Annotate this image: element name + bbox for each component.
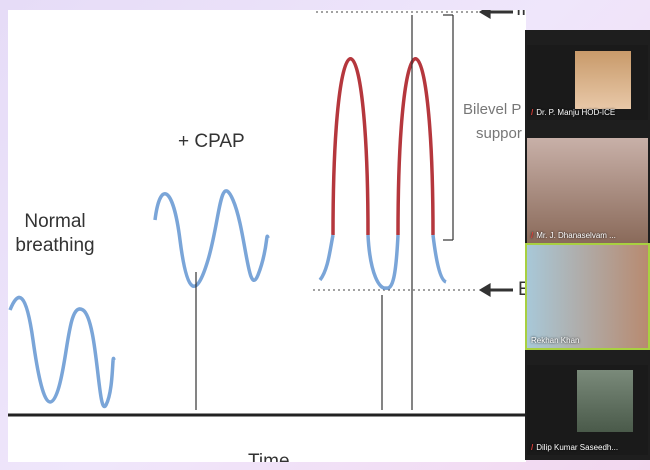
label: + CPAP [178,130,245,154]
participant-tile[interactable]: Rekhan Khan [525,243,650,350]
label-text: Time [248,451,290,462]
label-text: suppor [476,125,522,142]
video [575,51,631,109]
shared-slide: Normal breathing + CPAP Bilevel P suppor… [8,10,526,462]
name-text: Dilip Kumar Saseedh... [536,443,619,452]
label-text: IPA [516,10,526,20]
participant-name: / Dr. P. Manju HOD-ICE [531,108,616,117]
epap-wave [318,234,448,290]
participant-name: / Dilip Kumar Saseedh... [531,443,619,452]
arrows [195,10,513,410]
name-text: Dr. P. Manju HOD-ICE [536,108,616,117]
ipap-wave [331,57,435,236]
normal-wave [8,296,116,409]
label: suppor [476,122,522,146]
label: E [518,278,526,302]
participant-tile[interactable]: / Dr. P. Manju HOD-ICE [527,45,648,120]
participant-panel: / Dr. P. Manju HOD-ICE / Mr. J. Dhanaselva… [525,30,650,460]
name-text: Mr. J. Dhanaselvam ... [536,231,616,240]
label-text: Bilevel P [463,101,522,118]
participant-name: / Mr. J. Dhanaselvam ... [531,231,616,240]
label: Time [248,450,290,462]
cpap-wave [153,189,270,288]
label: Bilevel P [463,98,521,122]
video [577,370,633,432]
label-text: + CPAP [178,131,245,152]
participant-name: Rekhan Khan [531,336,579,345]
waveform-diagram [8,10,526,417]
label: IPA [516,10,526,22]
label-text: E [518,279,526,300]
participant-tile[interactable]: / Mr. J. Dhanaselvam ... [527,138,648,243]
label: Normal breathing [10,210,100,258]
name-text: Rekhan Khan [531,336,580,345]
label-text: Normal breathing [15,211,95,256]
participant-tile[interactable]: / Dilip Kumar Saseedh... [527,365,648,455]
